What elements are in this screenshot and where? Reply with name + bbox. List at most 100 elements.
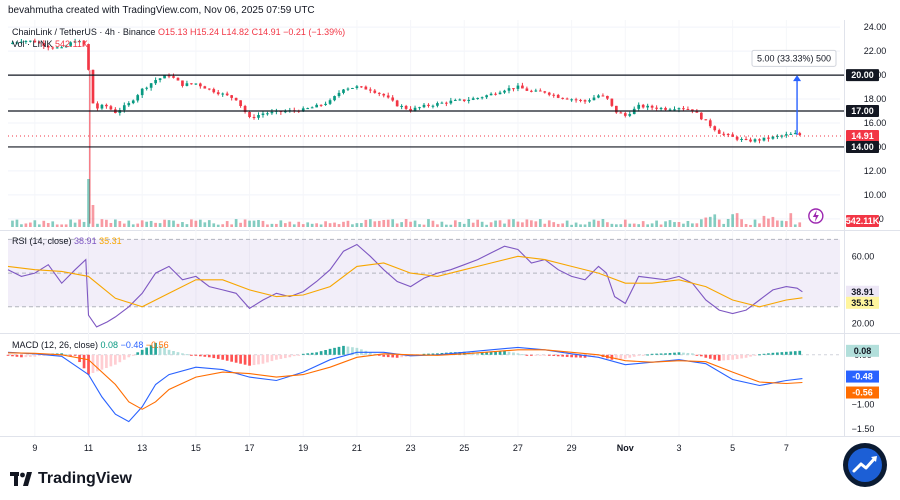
candle-body[interactable] [471,98,475,100]
candle-body[interactable] [570,99,573,101]
candle-body[interactable] [82,41,86,45]
candle-body[interactable] [793,133,797,135]
candle-body[interactable] [726,133,730,135]
candle-body[interactable] [445,102,448,104]
candle-body[interactable] [480,97,484,99]
candle-body[interactable] [552,94,556,96]
candle-body[interactable] [257,115,260,118]
candle-body[interactable] [377,92,381,94]
candle-body[interactable] [740,138,743,140]
candle-body[interactable] [767,137,770,139]
candle-body[interactable] [753,139,757,142]
candle-body[interactable] [744,138,748,140]
candle-body[interactable] [525,88,529,91]
candle-body[interactable] [547,92,551,95]
candle-body[interactable] [154,80,157,84]
candle-body[interactable] [283,111,287,113]
candle-body[interactable] [561,97,565,99]
candle-body[interactable] [145,87,149,89]
candle-body[interactable] [427,104,430,106]
candle-body[interactable] [565,98,569,100]
candle-body[interactable] [131,100,135,104]
candle-body[interactable] [355,86,359,88]
candle-body[interactable] [418,107,421,109]
symbol-label[interactable]: ChainLink / TetherUS · 4h · Binance [12,27,156,37]
candle-body[interactable] [771,136,775,139]
candle-body[interactable] [333,96,336,101]
candle-body[interactable] [78,41,81,43]
candle-body[interactable] [225,93,229,96]
candle-body[interactable] [507,88,511,91]
candle-body[interactable] [704,119,708,121]
volume-legend-label[interactable]: Vol · LINK [12,39,53,49]
candle-body[interactable] [73,41,77,43]
candle-body[interactable] [324,103,327,105]
candle-body[interactable] [597,95,600,98]
candle-body[interactable] [784,134,788,136]
candle-body[interactable] [24,41,28,43]
candle-body[interactable] [699,112,703,120]
candle-body[interactable] [498,92,502,95]
candle-body[interactable] [33,40,37,43]
candle-body[interactable] [203,86,207,89]
candle-body[interactable] [659,107,663,109]
candle-body[interactable] [521,85,524,89]
candle-body[interactable] [382,93,386,96]
candle-body[interactable] [538,90,542,92]
candle-body[interactable] [749,139,752,142]
candle-body[interactable] [494,93,497,95]
candle-body[interactable] [368,89,372,91]
candle-body[interactable] [664,107,667,110]
candle-body[interactable] [601,95,605,97]
candle-body[interactable] [780,135,784,137]
candle-body[interactable] [641,104,645,108]
candle-body[interactable] [404,105,408,109]
candle-body[interactable] [328,100,332,104]
candle-body[interactable] [190,83,193,85]
candle-body[interactable] [29,40,32,42]
candle-body[interactable] [167,75,171,77]
candle-body[interactable] [96,103,99,109]
candle-body[interactable] [762,137,766,141]
candle-body[interactable] [319,104,323,106]
candle-body[interactable] [619,112,623,114]
candle-body[interactable] [668,109,672,111]
candle-body[interactable] [351,87,354,89]
candle-body[interactable] [458,99,462,101]
candle-body[interactable] [691,109,694,111]
candle-body[interactable] [207,88,211,90]
candle-body[interactable] [373,90,377,93]
candle-body[interactable] [109,106,113,110]
candle-body[interactable] [243,106,247,113]
candle-body[interactable] [708,120,712,127]
candle-body[interactable] [185,83,189,86]
candle-body[interactable] [623,113,627,116]
candle-body[interactable] [467,99,471,102]
candle-body[interactable] [46,46,50,48]
candle-body[interactable] [364,86,368,90]
candle-body[interactable] [15,42,19,44]
candle-body[interactable] [606,95,609,99]
candle-body[interactable] [248,112,251,117]
candle-body[interactable] [310,107,314,109]
candle-body[interactable] [485,95,488,98]
candle-body[interactable] [413,107,417,111]
candle-body[interactable] [172,76,175,78]
candle-body[interactable] [346,88,350,90]
candle-body[interactable] [163,75,166,79]
candle-body[interactable] [51,47,55,49]
candle-body[interactable] [136,95,140,101]
candle-body[interactable] [64,45,68,48]
candle-body[interactable] [798,133,802,136]
candle-body[interactable] [695,110,699,113]
candle-body[interactable] [789,133,793,135]
candle-body[interactable] [216,92,220,95]
candle-body[interactable] [422,104,426,108]
candle-body[interactable] [453,99,457,101]
candle-body[interactable] [650,105,654,108]
candle-body[interactable] [199,83,202,87]
candle-body[interactable] [69,42,72,46]
candle-body[interactable] [149,83,153,88]
candle-body[interactable] [400,105,403,107]
